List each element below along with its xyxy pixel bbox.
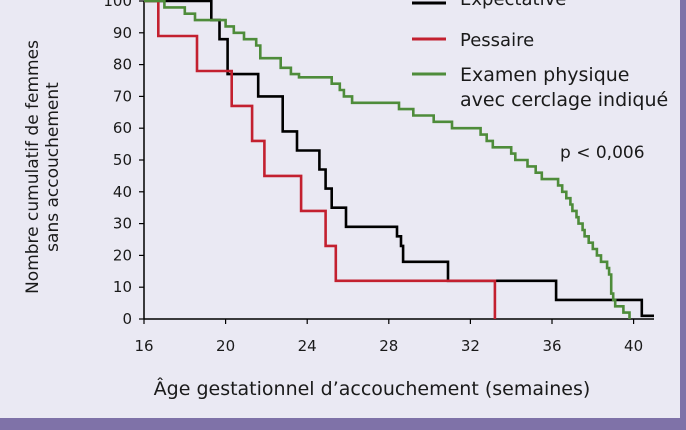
y-tick-label: 40 bbox=[113, 183, 132, 201]
y-tick-label: 20 bbox=[113, 246, 132, 264]
x-tick-label: 40 bbox=[624, 337, 643, 355]
y-tick-label: 100 bbox=[103, 0, 132, 10]
y-tick-label: 60 bbox=[113, 119, 132, 137]
series-line-pessaire bbox=[144, 0, 497, 319]
y-tick-label: 80 bbox=[113, 56, 132, 74]
x-tick-label: 32 bbox=[461, 337, 480, 355]
legend: Expectative Pessaire Examen physique ave… bbox=[412, 0, 668, 111]
y-tick-label: 90 bbox=[113, 24, 132, 42]
x-tick-label: 24 bbox=[298, 337, 317, 355]
series-line-examen-physique bbox=[144, 0, 631, 319]
km-chart: 0 10 20 30 40 50 60 70 80 90 100 16 20 24 28 32 36 40 Nom… bbox=[23, 0, 668, 400]
legend-label-pessaire: Pessaire bbox=[460, 30, 534, 51]
x-axis-label: Âge gestationnel d’accouchement (semaine… bbox=[154, 377, 591, 400]
x-tick-label: 16 bbox=[134, 337, 153, 355]
y-tick-label: 10 bbox=[113, 278, 132, 296]
x-tick-label: 36 bbox=[542, 337, 561, 355]
p-value-annotation: p < 0,006 bbox=[560, 143, 645, 163]
figure-panel: 0 10 20 30 40 50 60 70 80 90 100 16 20 24 28 32 36 40 Nom… bbox=[0, 0, 680, 418]
series-line-expectative bbox=[144, 0, 654, 318]
x-tick-label: 20 bbox=[216, 337, 235, 355]
y-tick-label: 30 bbox=[113, 215, 132, 233]
y-tick-label: 0 bbox=[122, 310, 132, 328]
y-axis-label-line-1: Nombre cumulatif de femmes bbox=[23, 40, 43, 294]
y-tick-label: 50 bbox=[113, 151, 132, 169]
legend-label-examen-line-2: avec cerclage indiqué bbox=[460, 89, 668, 111]
y-axis-label-line-2: sans accouchement bbox=[43, 82, 63, 252]
y-tick-label: 70 bbox=[113, 87, 132, 105]
legend-label-examen-line-1: Examen physique bbox=[460, 64, 630, 86]
x-tick-label: 28 bbox=[379, 337, 398, 355]
legend-label-expectative: Expectative bbox=[460, 0, 566, 10]
